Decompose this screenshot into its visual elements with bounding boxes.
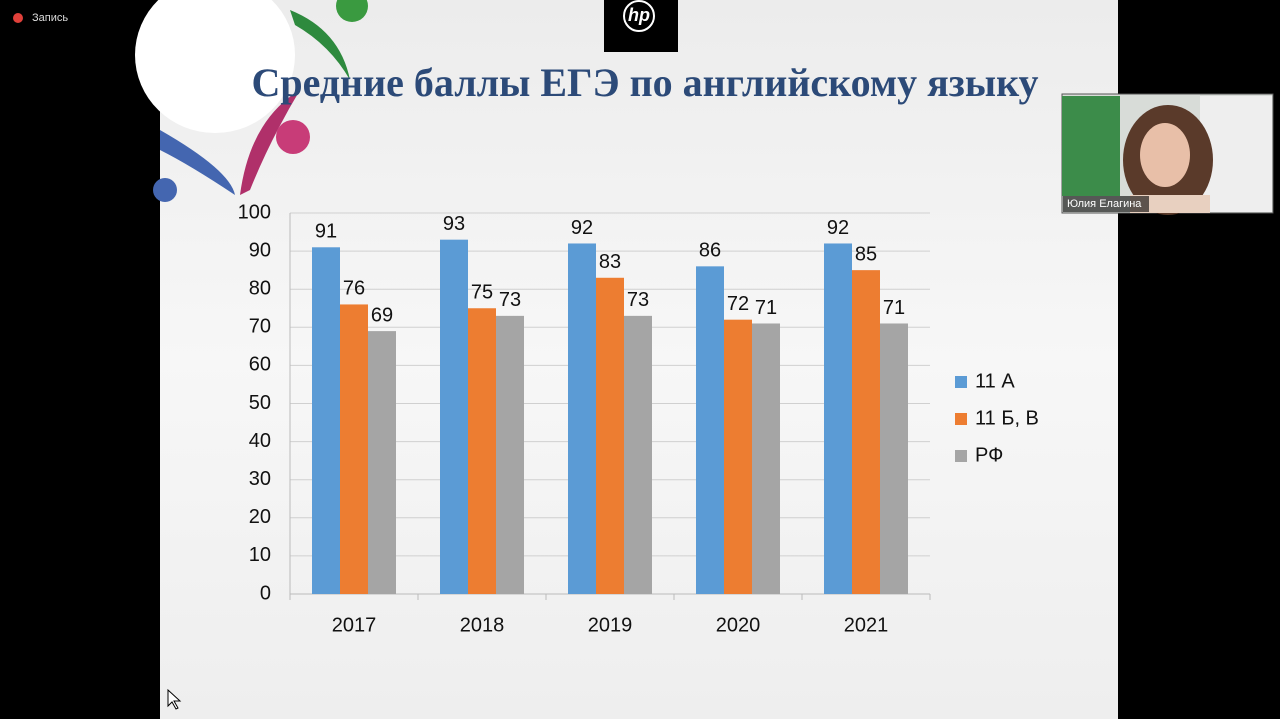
bar — [568, 243, 596, 595]
data-label: 73 — [627, 289, 649, 311]
data-label: 73 — [499, 289, 521, 311]
bar — [752, 323, 780, 594]
legend-swatch — [955, 376, 967, 388]
legend-swatch — [955, 450, 967, 462]
y-tick-label: 60 — [249, 354, 271, 376]
bar — [496, 315, 524, 594]
logo-box — [604, 0, 678, 52]
webcam-body — [1130, 195, 1210, 213]
bar — [468, 308, 496, 594]
bar — [340, 304, 368, 594]
name-tag — [1063, 196, 1149, 212]
x-tick-label: 2019 — [588, 614, 633, 636]
title-box: Средние баллы ЕГЭ по английскому языку — [251, 60, 1039, 105]
y-tick-label: 80 — [249, 277, 271, 299]
y-tick-label: 70 — [249, 316, 271, 338]
x-tick-label: 2021 — [844, 614, 889, 636]
data-label: 69 — [371, 304, 393, 326]
x-tick-label: 2017 — [332, 614, 377, 636]
bar — [596, 277, 624, 594]
bar — [624, 315, 652, 594]
data-label: 92 — [571, 217, 593, 239]
legend-swatch — [955, 413, 967, 425]
bar — [696, 266, 724, 594]
webcam-tile[interactable]: Юлия Елагина — [1061, 93, 1274, 215]
hp-logo: hp — [604, 0, 678, 52]
data-label: 71 — [755, 297, 777, 319]
y-tick-label: 100 — [238, 201, 271, 223]
bar — [824, 243, 852, 595]
record-label: Запись — [32, 12, 68, 24]
data-label: 72 — [727, 293, 749, 315]
data-label: 85 — [855, 243, 877, 265]
y-tick-label: 40 — [249, 430, 271, 452]
webcam-face — [1140, 123, 1190, 187]
chart: 0 10 20 30 40 50 60 70 80 90 100 2017 91 76 69 2018 93 75… — [238, 201, 1039, 636]
legend-label: 11 Б, В — [975, 407, 1039, 429]
participant-name: Юлия Елагина — [1067, 198, 1142, 210]
logo-ring — [623, 0, 655, 32]
cursor — [167, 688, 182, 710]
data-label: 83 — [599, 251, 621, 273]
webcam-poster — [1062, 96, 1120, 196]
x-tick-label: 2018 — [460, 614, 505, 636]
legend-label: РФ — [975, 444, 1003, 466]
y-tick-label: 10 — [249, 544, 271, 566]
y-tick-label: 20 — [249, 506, 271, 528]
data-label: 75 — [471, 282, 493, 304]
data-label: 71 — [883, 297, 905, 319]
legend-label: 11 А — [975, 370, 1015, 392]
recording-indicator[interactable]: Запись — [13, 12, 68, 24]
data-label: 93 — [443, 213, 465, 235]
logo-text: hp — [628, 5, 650, 25]
slide-toolbar — [167, 688, 182, 710]
bar — [880, 323, 908, 594]
record-dot — [13, 13, 23, 23]
bar — [852, 270, 880, 594]
y-tick-label: 50 — [249, 392, 271, 414]
data-label: 86 — [699, 240, 721, 262]
data-label: 91 — [315, 221, 337, 243]
y-tick-label: 30 — [249, 468, 271, 490]
y-tick-label: 0 — [260, 582, 271, 604]
data-label: 92 — [827, 217, 849, 239]
y-tick-label: 90 — [249, 239, 271, 261]
slide-decoration — [135, 0, 368, 202]
bar — [368, 331, 396, 594]
bar — [440, 239, 468, 595]
data-label: 76 — [343, 278, 365, 300]
bar — [312, 247, 340, 595]
x-tick-label: 2020 — [716, 614, 761, 636]
bar — [724, 319, 752, 594]
chart-title: Средние баллы ЕГЭ по английскому языку — [251, 60, 1039, 105]
